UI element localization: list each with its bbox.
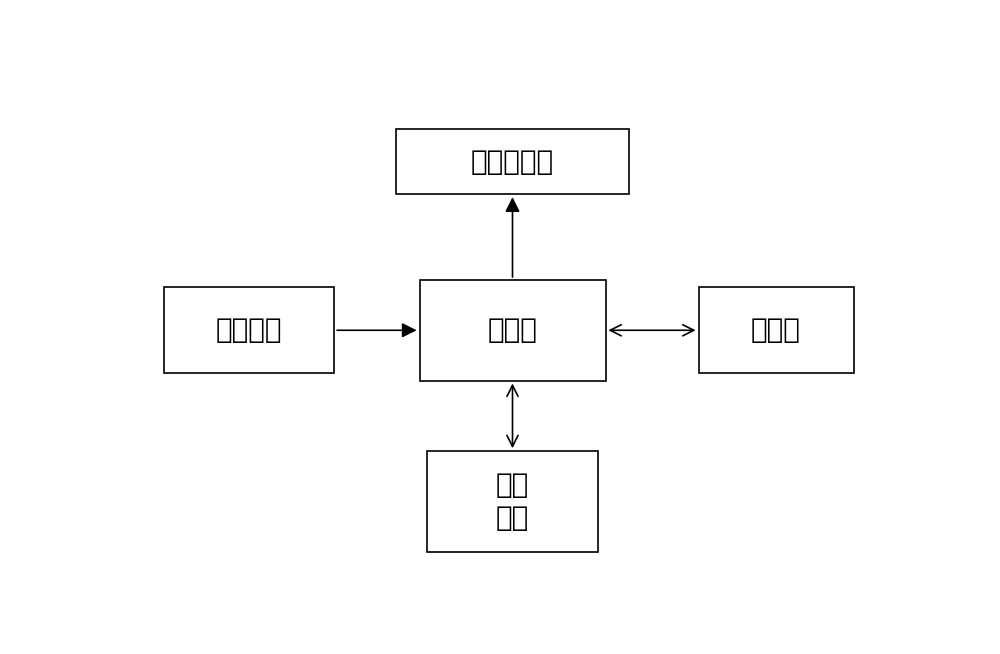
Text: 处理器: 处理器 — [488, 317, 537, 344]
Text: 通信
单元: 通信 单元 — [496, 472, 529, 532]
Bar — [396, 129, 629, 194]
Text: 测量组件: 测量组件 — [216, 317, 282, 344]
Text: 存储器: 存储器 — [751, 317, 801, 344]
Bar — [698, 288, 854, 373]
Bar — [427, 451, 598, 552]
Text: 触控显示屏: 触控显示屏 — [471, 148, 554, 175]
Bar — [420, 280, 606, 381]
Bar — [164, 288, 334, 373]
